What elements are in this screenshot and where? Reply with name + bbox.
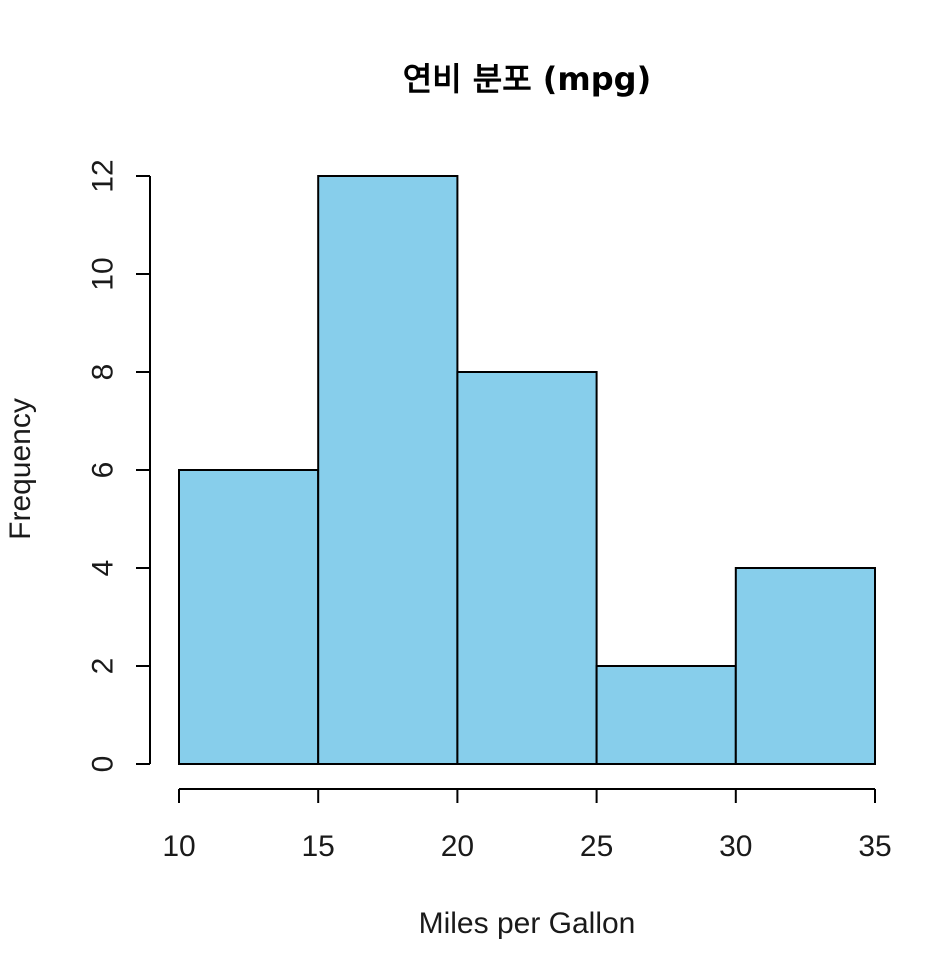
- x-tick-label: 35: [858, 830, 891, 863]
- histogram-bar-30-35: [734, 567, 876, 765]
- y-tick-label: 12: [87, 159, 120, 192]
- x-tick-label: 20: [441, 830, 474, 863]
- x-axis-label: Miles per Gallon: [419, 907, 636, 940]
- x-tick-label: 15: [302, 830, 335, 863]
- x-tick-label: 10: [162, 830, 195, 863]
- y-tick-label: 0: [87, 756, 120, 773]
- bars-layer: [178, 175, 876, 765]
- x-tick-label: 30: [719, 830, 752, 863]
- x-axis: 10 15 20 25 30 35: [162, 788, 892, 863]
- y-tick-label: 10: [87, 257, 120, 290]
- y-tick-label: 2: [87, 658, 120, 675]
- y-tick-label: 4: [87, 560, 120, 577]
- y-axis: 0 2 4 6 8 10 12: [87, 159, 151, 772]
- y-tick-label: 8: [87, 364, 120, 381]
- y-tick-label: 6: [87, 462, 120, 479]
- y-axis-label: Frequency: [4, 398, 37, 540]
- x-tick-label: 25: [580, 830, 613, 863]
- histogram-bar-10-15: [178, 469, 320, 765]
- chart-title: 연비 분포 (mpg): [403, 60, 651, 98]
- histogram-bar-25-30: [595, 665, 737, 765]
- histogram-bar-20-25: [456, 371, 598, 765]
- histogram-bar-15-20: [317, 175, 459, 765]
